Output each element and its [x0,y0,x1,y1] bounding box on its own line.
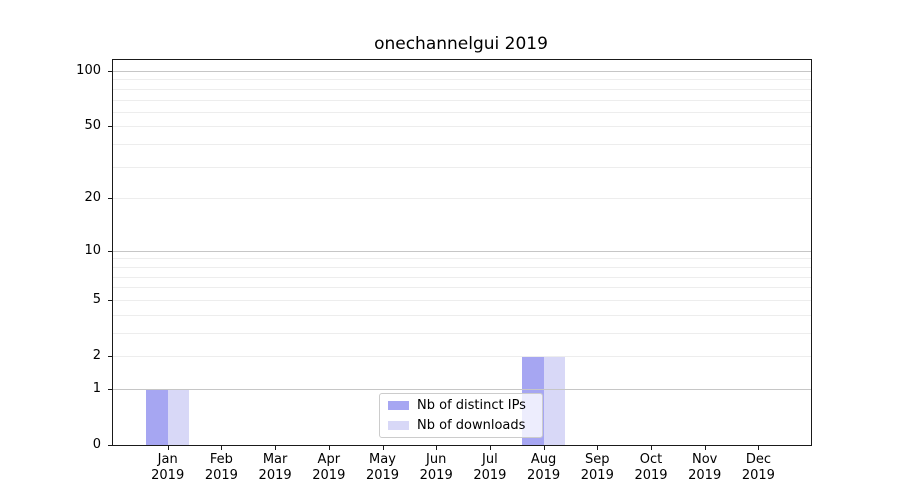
y-tick-mark [108,126,113,128]
x-tick-label-nov: Nov 2019 [688,452,722,483]
y-tick-mark [108,388,113,390]
x-tick-label-apr: Apr 2019 [312,452,346,483]
x-tick-label-jul: Jul 2019 [473,452,507,483]
legend-swatch-downloads [388,421,409,430]
gridline-minor [113,166,811,168]
y-tick-mark [108,198,113,200]
bar-nb-of-downloads-jan [167,388,190,445]
gridline-minor [113,88,811,90]
gridline-minor [113,111,811,113]
legend-label-distinct-ips: Nb of distinct IPs [417,398,526,413]
legend: Nb of distinct IPs Nb of downloads [379,393,543,438]
y-tick-mark [108,71,113,72]
x-tick-label-mar: Mar 2019 [258,452,292,483]
y-tick-label: 100 [76,63,101,78]
x-tick-mark [597,446,599,450]
x-tick-mark [275,446,277,450]
gridline-minor [113,198,811,200]
legend-label-downloads: Nb of downloads [417,418,526,433]
gridline-minor [113,314,811,316]
x-tick-label-dec: Dec 2019 [741,452,775,483]
bar-nb-of-downloads-aug [543,356,566,445]
x-tick-label-oct: Oct 2019 [634,452,668,483]
legend-item-distinct-ips: Nb of distinct IPs [380,397,542,414]
gridline-minor [113,144,811,146]
x-tick-mark [704,446,706,450]
x-tick-label-may: May 2019 [365,452,400,483]
x-tick-label-jan: Jan 2019 [151,452,185,483]
gridline-minor [113,126,811,128]
x-tick-label-jun: Jun 2019 [419,452,453,483]
x-tick-label-sep: Sep 2019 [580,452,614,483]
gridline-minor [113,258,811,260]
gridline-minor [113,299,811,301]
y-tick-label: 2 [92,348,101,363]
legend-swatch-distinct-ips [388,401,409,410]
x-tick-mark [436,446,438,450]
x-tick-mark [221,446,223,450]
gridline-minor [113,99,811,101]
gridline-minor [113,79,811,81]
y-tick-label: 1 [92,380,101,396]
y-tick-mark [108,356,113,357]
y-tick-mark [108,299,113,301]
y-tick-label: 0 [92,437,101,452]
y-tick-label: 20 [84,190,101,206]
x-tick-label-feb: Feb 2019 [204,452,238,483]
gridline-minor [113,276,811,278]
bar-nb-of-distinct-ips-jan [145,388,168,445]
legend-item-downloads: Nb of downloads [380,417,542,434]
gridline-major [113,71,811,72]
x-tick-mark [758,446,760,450]
y-tick-label: 50 [84,118,101,134]
gridline-minor [113,287,811,289]
x-tick-mark [489,446,491,450]
x-tick-mark [382,446,384,450]
gridline-major [113,250,811,252]
x-tick-mark [328,446,330,450]
gridline-major [113,388,811,390]
y-tick-mark [108,445,113,446]
gridline-minor [113,332,811,334]
y-tick-label: 10 [84,242,101,258]
plot-area: Nb of distinct IPs Nb of downloads 0 1 2 5 1… [76,59,812,483]
y-tick-label: 5 [92,291,101,307]
x-tick-mark [167,446,169,450]
x-tick-mark [651,446,652,450]
x-tick-mark [543,446,545,450]
y-tick-mark [108,250,113,252]
x-tick-label-aug: Aug 2019 [527,452,561,483]
gridline-minor [113,356,811,357]
chart-title: onechannelgui 2019 [374,34,548,54]
gridline-minor [113,266,811,268]
